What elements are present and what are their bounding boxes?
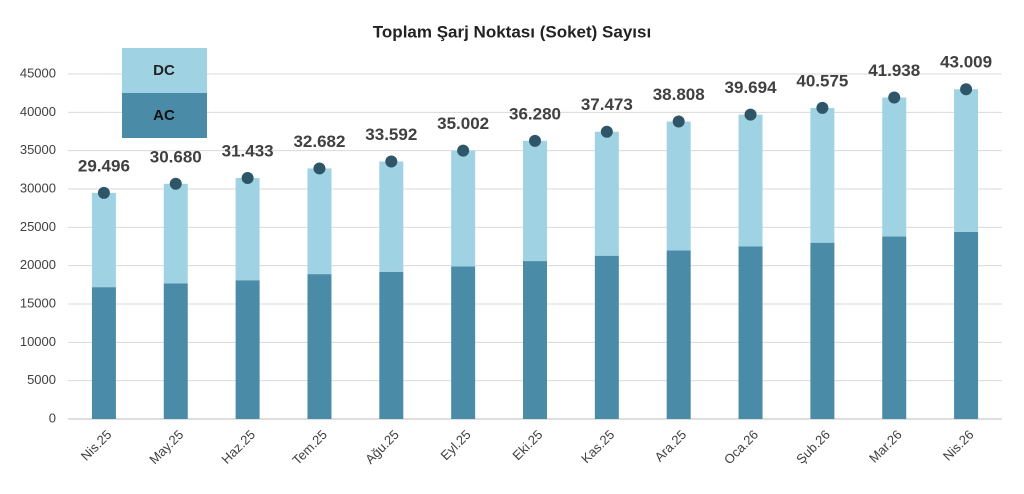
bar-segment [235, 178, 260, 281]
bar-segment [451, 266, 476, 419]
bar-segment [91, 287, 116, 419]
bar-segment [594, 131, 619, 256]
legend-label: AC [153, 107, 175, 124]
bar-segment [666, 250, 691, 419]
y-tick-label: 5000 [27, 372, 56, 387]
bar-segment [307, 168, 332, 275]
bar-segment [91, 192, 116, 288]
total-label: 39.694 [725, 78, 778, 97]
bar-segment [594, 255, 619, 419]
total-marker [457, 144, 470, 157]
chart-title: Toplam Şarj Noktası (Soket) Sayısı [373, 22, 651, 41]
x-tick-label: Eyl.25 [438, 427, 474, 463]
bar-segment [954, 231, 979, 419]
legend-swatch [122, 93, 207, 138]
bar-segment [451, 150, 476, 267]
x-tick-label: Mar.26 [866, 427, 905, 466]
bar-segment [307, 274, 332, 419]
total-marker [672, 115, 685, 128]
total-label: 43.009 [940, 53, 992, 72]
bar-segment [738, 246, 763, 419]
y-tick-label: 25000 [20, 219, 56, 234]
total-label: 41.938 [868, 61, 920, 80]
bar-segment [954, 89, 979, 232]
bar-segment [882, 236, 907, 419]
x-tick-label: Şub.26 [793, 427, 833, 467]
x-tick-label: Oca.26 [721, 427, 761, 467]
x-tick-label: Tem.25 [289, 427, 330, 468]
x-tick-label: Kas.25 [578, 427, 617, 466]
total-marker [816, 101, 829, 114]
total-label: 36.280 [509, 104, 561, 123]
y-tick-label: 40000 [20, 104, 56, 119]
x-tick-label: Ağu.25 [362, 427, 402, 467]
y-tick-label: 20000 [20, 257, 56, 272]
total-label: 31.433 [222, 141, 274, 160]
y-tick-label: 35000 [20, 142, 56, 157]
total-label: 29.496 [78, 156, 130, 175]
total-marker [169, 177, 182, 190]
total-label: 33.592 [365, 125, 417, 144]
x-tick-label: Nis.26 [940, 427, 977, 464]
total-marker [313, 162, 326, 175]
bar-segment [523, 140, 547, 262]
bar-segment [163, 283, 188, 419]
y-tick-label: 10000 [20, 334, 56, 349]
x-tick-label: Haz.25 [218, 427, 258, 467]
y-tick-label: 15000 [20, 295, 56, 310]
x-tick-label: May.25 [146, 427, 186, 467]
legend: DC AC [122, 48, 207, 138]
bar-segment [810, 107, 835, 243]
x-tick-label: Ara.25 [652, 427, 690, 465]
total-label: 30.680 [150, 147, 202, 166]
total-label: 40.575 [796, 71, 848, 90]
total-marker [888, 91, 901, 104]
bar-segment [379, 271, 404, 419]
total-marker [600, 125, 613, 138]
total-label: 38.808 [653, 85, 705, 104]
legend-label: DC [153, 62, 175, 79]
total-label: 35.002 [437, 114, 489, 133]
bar-segment [882, 97, 907, 237]
legend-swatch [122, 48, 207, 93]
bar-segment [235, 280, 260, 419]
y-tick-label: 0 [49, 410, 56, 425]
bar-segment [738, 114, 763, 247]
total-marker [97, 186, 110, 199]
y-tick-label: 45000 [20, 65, 56, 80]
bar-segment [523, 261, 547, 419]
total-marker [241, 172, 254, 185]
y-tick-label: 30000 [20, 180, 56, 195]
total-marker [529, 134, 541, 147]
x-tick-label: Nis.25 [78, 427, 115, 464]
x-tick-label: Eki.25 [509, 427, 545, 463]
total-marker [744, 108, 757, 121]
total-marker [960, 83, 973, 96]
total-label: 37.473 [581, 95, 633, 114]
bar-segment [666, 121, 691, 251]
bar-segment [810, 242, 835, 419]
total-label: 32.682 [293, 132, 345, 151]
total-marker [385, 155, 398, 168]
bar-segment [163, 183, 188, 284]
bar-segment [379, 161, 404, 272]
